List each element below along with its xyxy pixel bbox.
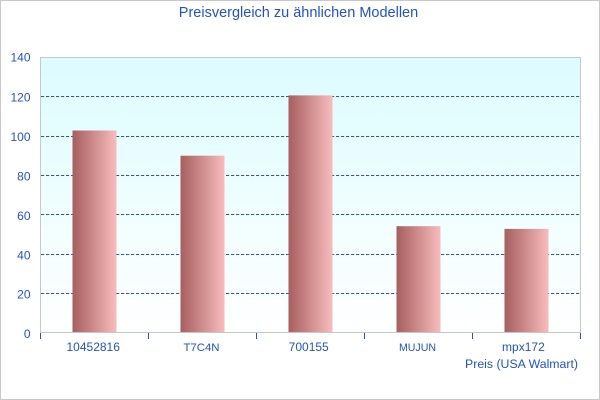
- svg-text:10452816: 10452816: [67, 340, 121, 354]
- svg-text:40: 40: [17, 248, 31, 262]
- svg-text:100: 100: [10, 130, 30, 144]
- svg-text:60: 60: [17, 209, 31, 223]
- svg-text:Preisvergleich zu ähnlichen Mo: Preisvergleich zu ähnlichen Modellen: [179, 5, 418, 21]
- svg-text:Preis (USA Walmart): Preis (USA Walmart): [465, 357, 578, 371]
- svg-text:T7C4N: T7C4N: [183, 342, 219, 354]
- svg-text:120: 120: [10, 91, 30, 105]
- svg-text:80: 80: [17, 169, 31, 183]
- svg-text:0: 0: [24, 327, 31, 341]
- svg-text:mpx172: mpx172: [502, 340, 545, 354]
- svg-text:20: 20: [17, 288, 31, 302]
- svg-text:700155: 700155: [289, 340, 329, 354]
- svg-text:140: 140: [10, 51, 30, 65]
- svg-text:MUJUN: MUJUN: [399, 342, 436, 354]
